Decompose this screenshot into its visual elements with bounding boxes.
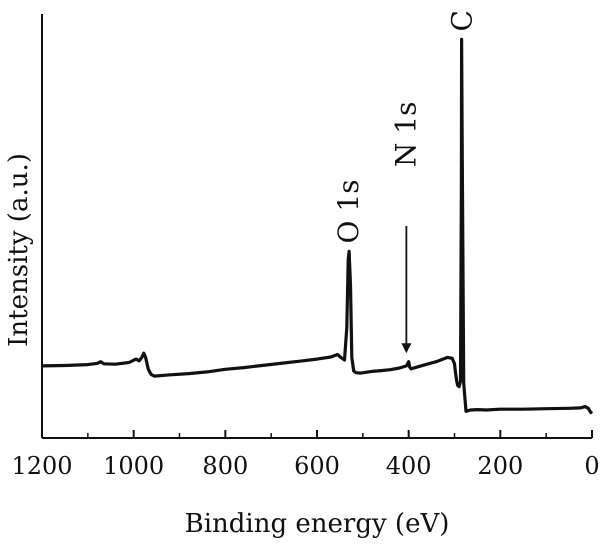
- x-ticks: 1200 1000 800 600 400 200 0: [11, 430, 600, 480]
- x-tick-label: 1000: [103, 452, 164, 480]
- peak-label: O 1s: [332, 179, 365, 243]
- peak-annotations: C 1s O 1s N 1s: [332, 0, 479, 354]
- axes: [41, 14, 592, 439]
- x-tick-label: 200: [477, 452, 523, 480]
- x-tick-label: 400: [386, 452, 432, 480]
- series-layer: [41, 37, 594, 415]
- spectrum-line: [41, 37, 594, 415]
- y-axis-label: Intensity (a.u.): [4, 153, 34, 347]
- peak-label: N 1s: [389, 102, 422, 168]
- x-tick-label: 600: [294, 452, 340, 480]
- peak-label: C 1s: [446, 0, 479, 31]
- x-axis-label: Binding energy (eV): [185, 509, 450, 539]
- x-tick-label: 1200: [11, 452, 72, 480]
- x-tick-label: 800: [202, 452, 248, 480]
- x-tick-label: 0: [584, 452, 599, 480]
- annotation-arrowhead: [401, 343, 412, 354]
